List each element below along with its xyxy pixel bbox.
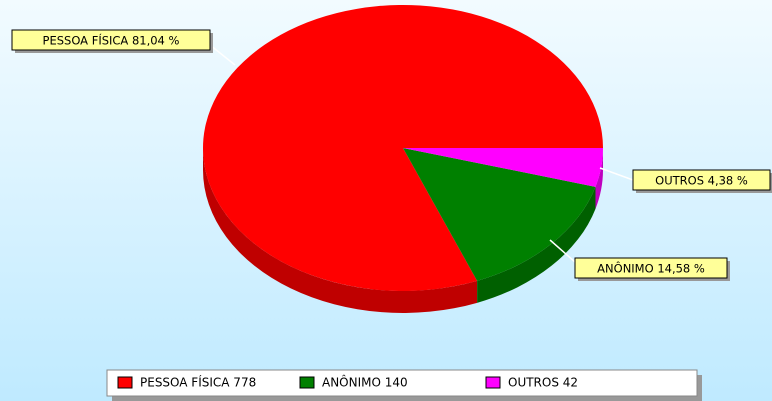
legend-swatch	[299, 376, 315, 389]
leader-line	[599, 167, 634, 181]
legend	[106, 369, 698, 397]
leader-line	[209, 44, 236, 66]
legend-label: ANÔNIMO 140	[322, 375, 408, 390]
label-box	[632, 169, 771, 191]
legend-swatch	[117, 376, 133, 389]
data-label: PESSOA FÍSICA 81,04 %	[43, 33, 180, 48]
slice	[403, 148, 603, 187]
slice-side	[203, 148, 478, 313]
slice-side	[595, 148, 603, 209]
leader-line	[549, 239, 576, 263]
legend-swatch	[485, 376, 501, 389]
label-box	[574, 257, 728, 279]
slice	[202, 5, 604, 291]
slice	[403, 148, 596, 281]
data-label: OUTROS 4,38 %	[655, 174, 748, 188]
legend-label: OUTROS 42	[508, 376, 578, 390]
data-label: ANÔNIMO 14,58 %	[597, 261, 705, 276]
label-box	[11, 29, 211, 51]
legend-label: PESSOA FÍSICA 778	[140, 375, 256, 390]
slice-side	[477, 186, 596, 303]
